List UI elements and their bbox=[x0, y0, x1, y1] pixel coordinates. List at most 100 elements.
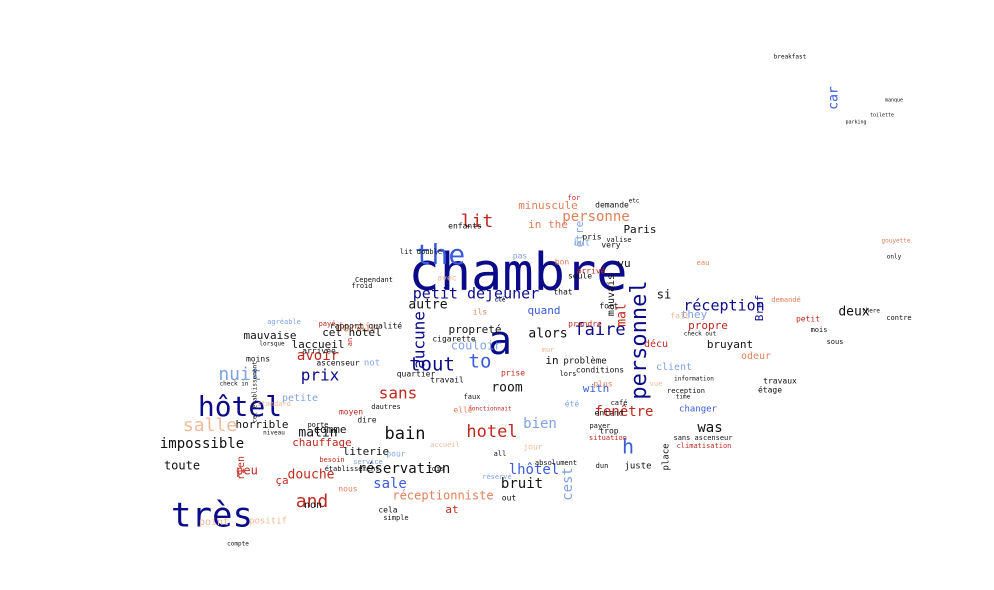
cloud-word: was bbox=[697, 420, 722, 436]
cloud-word: établissement bbox=[325, 465, 380, 473]
cloud-word: in bbox=[545, 354, 558, 367]
cloud-word: h bbox=[622, 435, 634, 459]
cloud-word: sale bbox=[373, 476, 407, 492]
cloud-word: niveau bbox=[263, 430, 285, 437]
cloud-word: propre bbox=[688, 319, 728, 332]
cloud-word: cigarette bbox=[432, 335, 476, 344]
cloud-word: absolument bbox=[535, 459, 577, 467]
cloud-word: seule bbox=[568, 272, 592, 281]
cloud-word: réservation bbox=[358, 461, 451, 477]
cloud-word: literie bbox=[343, 445, 389, 458]
cloud-word: fait bbox=[670, 312, 689, 321]
cloud-word: vu bbox=[617, 257, 630, 270]
cloud-word: dun bbox=[596, 462, 609, 470]
cloud-word: positif bbox=[249, 517, 287, 527]
cloud-word: enfants bbox=[448, 222, 482, 231]
cloud-word: chambre bbox=[408, 243, 627, 303]
cloud-word: client bbox=[656, 362, 692, 373]
cloud-word: agréable bbox=[267, 318, 301, 326]
cloud-word: gouyette bbox=[882, 238, 911, 245]
cloud-word: horrible bbox=[236, 418, 289, 431]
cloud-word: autre bbox=[408, 298, 447, 313]
cloud-word: pour bbox=[386, 450, 405, 459]
cloud-word: nuit bbox=[218, 364, 261, 385]
cloud-word: for bbox=[568, 194, 581, 202]
cloud-word: lorsque bbox=[259, 341, 285, 348]
cloud-word: froid bbox=[351, 282, 372, 290]
cloud-word: a bbox=[488, 318, 512, 364]
cloud-word: quartier bbox=[397, 370, 436, 379]
cloud-word: sous bbox=[827, 338, 844, 346]
cloud-word: hôtel bbox=[198, 390, 282, 423]
cloud-word: mal bbox=[615, 303, 630, 326]
cloud-word: avoir bbox=[297, 348, 339, 364]
cloud-word: accueil bbox=[430, 441, 460, 449]
cloud-word: avec bbox=[437, 274, 456, 283]
cloud-word: demandé bbox=[771, 296, 801, 304]
cloud-word: with bbox=[583, 382, 610, 395]
cloud-word: réceptionniste bbox=[392, 489, 493, 503]
cloud-word: compte bbox=[227, 541, 249, 548]
cloud-word: vue bbox=[650, 380, 663, 388]
cloud-word: fenêtre bbox=[594, 404, 653, 420]
cloud-word: cet établissement bbox=[252, 361, 259, 423]
cloud-word: impossible bbox=[160, 436, 244, 452]
cloud-word: entend bbox=[595, 409, 624, 418]
cloud-word: propreté bbox=[449, 323, 502, 336]
cloud-word: but bbox=[574, 239, 590, 249]
cloud-word: time bbox=[676, 394, 691, 401]
cloud-word: changer bbox=[679, 405, 718, 415]
cloud-word: service bbox=[353, 458, 383, 466]
cloud-word: the bbox=[415, 238, 466, 271]
cloud-word: faux bbox=[464, 393, 481, 401]
cloud-word: bien bbox=[523, 416, 557, 432]
cloud-word: moyen bbox=[339, 408, 363, 417]
cloud-word: odeur bbox=[741, 351, 771, 362]
cloud-word: check in bbox=[220, 381, 249, 388]
cloud-shape bbox=[169, 81, 904, 533]
cloud-word: lors bbox=[560, 370, 577, 378]
cloud-word: hotel bbox=[466, 422, 517, 442]
cloud-word: prendre bbox=[568, 320, 602, 329]
cloud-word: si bbox=[657, 288, 671, 302]
cloud-word: payé bbox=[319, 320, 336, 328]
cloud-word: laccueil bbox=[292, 338, 345, 351]
cloud-word: non bbox=[304, 500, 322, 511]
cloud-word: an bbox=[346, 338, 354, 346]
cloud-word: contre bbox=[886, 314, 911, 322]
cloud-word: lit bbox=[461, 211, 494, 232]
cloud-word: mauvaise bbox=[244, 329, 297, 342]
cloud-word: situation bbox=[589, 434, 627, 442]
cloud-word: travaux bbox=[763, 377, 797, 386]
cloud-word: porte bbox=[307, 421, 328, 429]
cloud-word: comme bbox=[313, 423, 346, 436]
cloud-word: dire bbox=[357, 416, 376, 425]
cloud-word: eau bbox=[697, 259, 710, 267]
cloud-word: and bbox=[296, 491, 329, 512]
cloud-word: that bbox=[553, 288, 572, 297]
cloud-word: conditions bbox=[576, 366, 624, 375]
cloud-word: toute bbox=[164, 459, 200, 473]
cloud-word: dautres bbox=[371, 403, 401, 411]
cloud-word: at bbox=[445, 503, 458, 516]
cloud-word: demande bbox=[595, 201, 629, 210]
cloud-word: bon bbox=[555, 258, 570, 267]
cloud-word: juste bbox=[624, 462, 651, 472]
cloud-word: ils bbox=[473, 308, 488, 317]
cloud-word: plus bbox=[593, 380, 612, 389]
cloud-word: nous bbox=[338, 485, 357, 494]
cloud-word: trop bbox=[599, 427, 618, 436]
cloud-word: minuscule bbox=[518, 199, 578, 212]
cloud-word: aucune bbox=[410, 311, 429, 369]
cloud-word: in the bbox=[528, 218, 568, 231]
cloud-word: jour bbox=[523, 443, 542, 452]
cloud-word: sans ascenseur bbox=[673, 434, 732, 442]
cloud-word: pris bbox=[582, 233, 601, 242]
cloud-word: mauvais bbox=[606, 274, 617, 316]
cloud-word: place bbox=[662, 443, 672, 470]
cloud-word: all bbox=[494, 450, 507, 458]
cloud-word: arrivé bbox=[577, 266, 606, 276]
cloud-word: tout bbox=[409, 354, 455, 376]
cloud-word: rien bbox=[236, 456, 247, 480]
cloud-word: réservé bbox=[482, 473, 512, 481]
